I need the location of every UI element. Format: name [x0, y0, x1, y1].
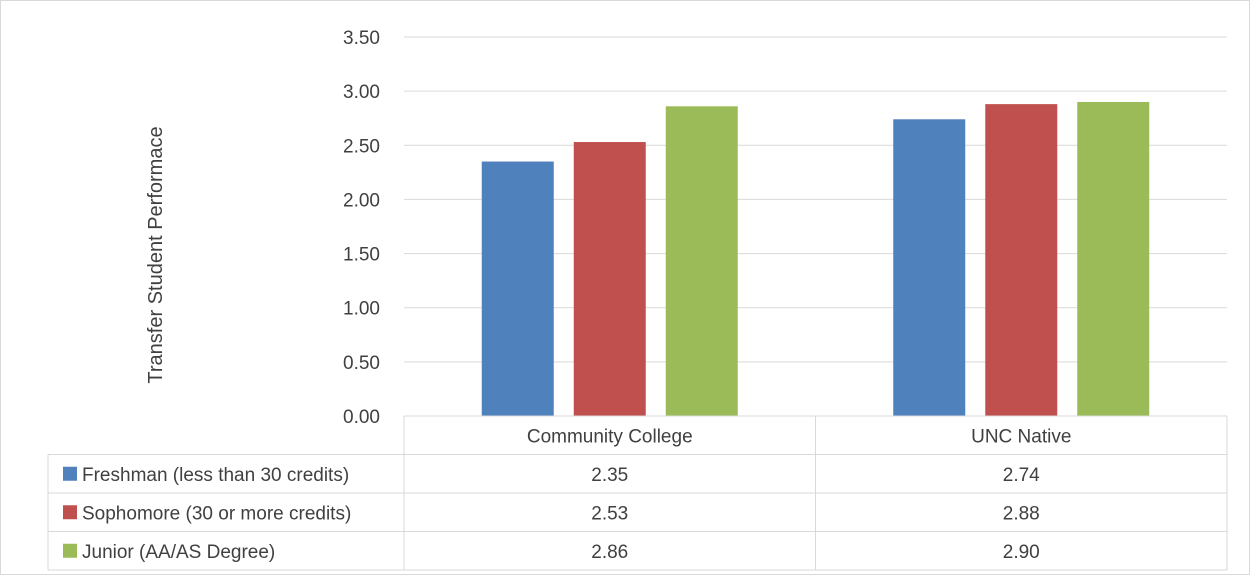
- legend-swatch: [63, 543, 77, 558]
- bars: [481, 101, 1150, 416]
- y-axis-ticks: 0.00 0.50 1.00 1.50 2.00 2.50 3.00 3.50: [343, 28, 380, 428]
- y-tick-label: 1.00: [343, 299, 380, 320]
- legend-entry: Junior (AA/AS Degree): [82, 542, 275, 563]
- legend-swatch: [63, 466, 77, 481]
- data-label: 2.86: [591, 542, 628, 563]
- data-label: 2.90: [1003, 542, 1040, 563]
- data-label: 2.88: [1003, 503, 1040, 524]
- bar: [1077, 101, 1150, 416]
- bar: [573, 142, 646, 416]
- y-tick-label: 0.50: [343, 353, 380, 374]
- legend-entry: Freshman (less than 30 credits): [82, 465, 349, 486]
- legend-entry: Sophomore (30 or more credits): [82, 503, 351, 524]
- bar: [665, 106, 738, 416]
- data-label: 2.53: [591, 503, 628, 524]
- bar: [985, 104, 1058, 416]
- bar: [893, 119, 966, 416]
- y-axis-title: Transfer Student Performace: [145, 126, 167, 383]
- y-tick-label: 3.50: [343, 28, 380, 49]
- bar: [481, 161, 554, 416]
- y-tick-label: 0.00: [343, 407, 380, 428]
- y-tick-label: 2.00: [343, 190, 380, 211]
- y-tick-label: 3.00: [343, 82, 380, 103]
- x-category-label: Community College: [527, 426, 693, 447]
- legend-swatch: [63, 505, 77, 520]
- x-category-label: UNC Native: [971, 426, 1071, 447]
- y-tick-label: 2.50: [343, 136, 380, 157]
- y-tick-label: 1.50: [343, 245, 380, 266]
- data-label: 2.74: [1003, 465, 1040, 486]
- data-label: 2.35: [591, 465, 628, 486]
- data-table: Community College UNC Native Freshman (les…: [47, 415, 1228, 571]
